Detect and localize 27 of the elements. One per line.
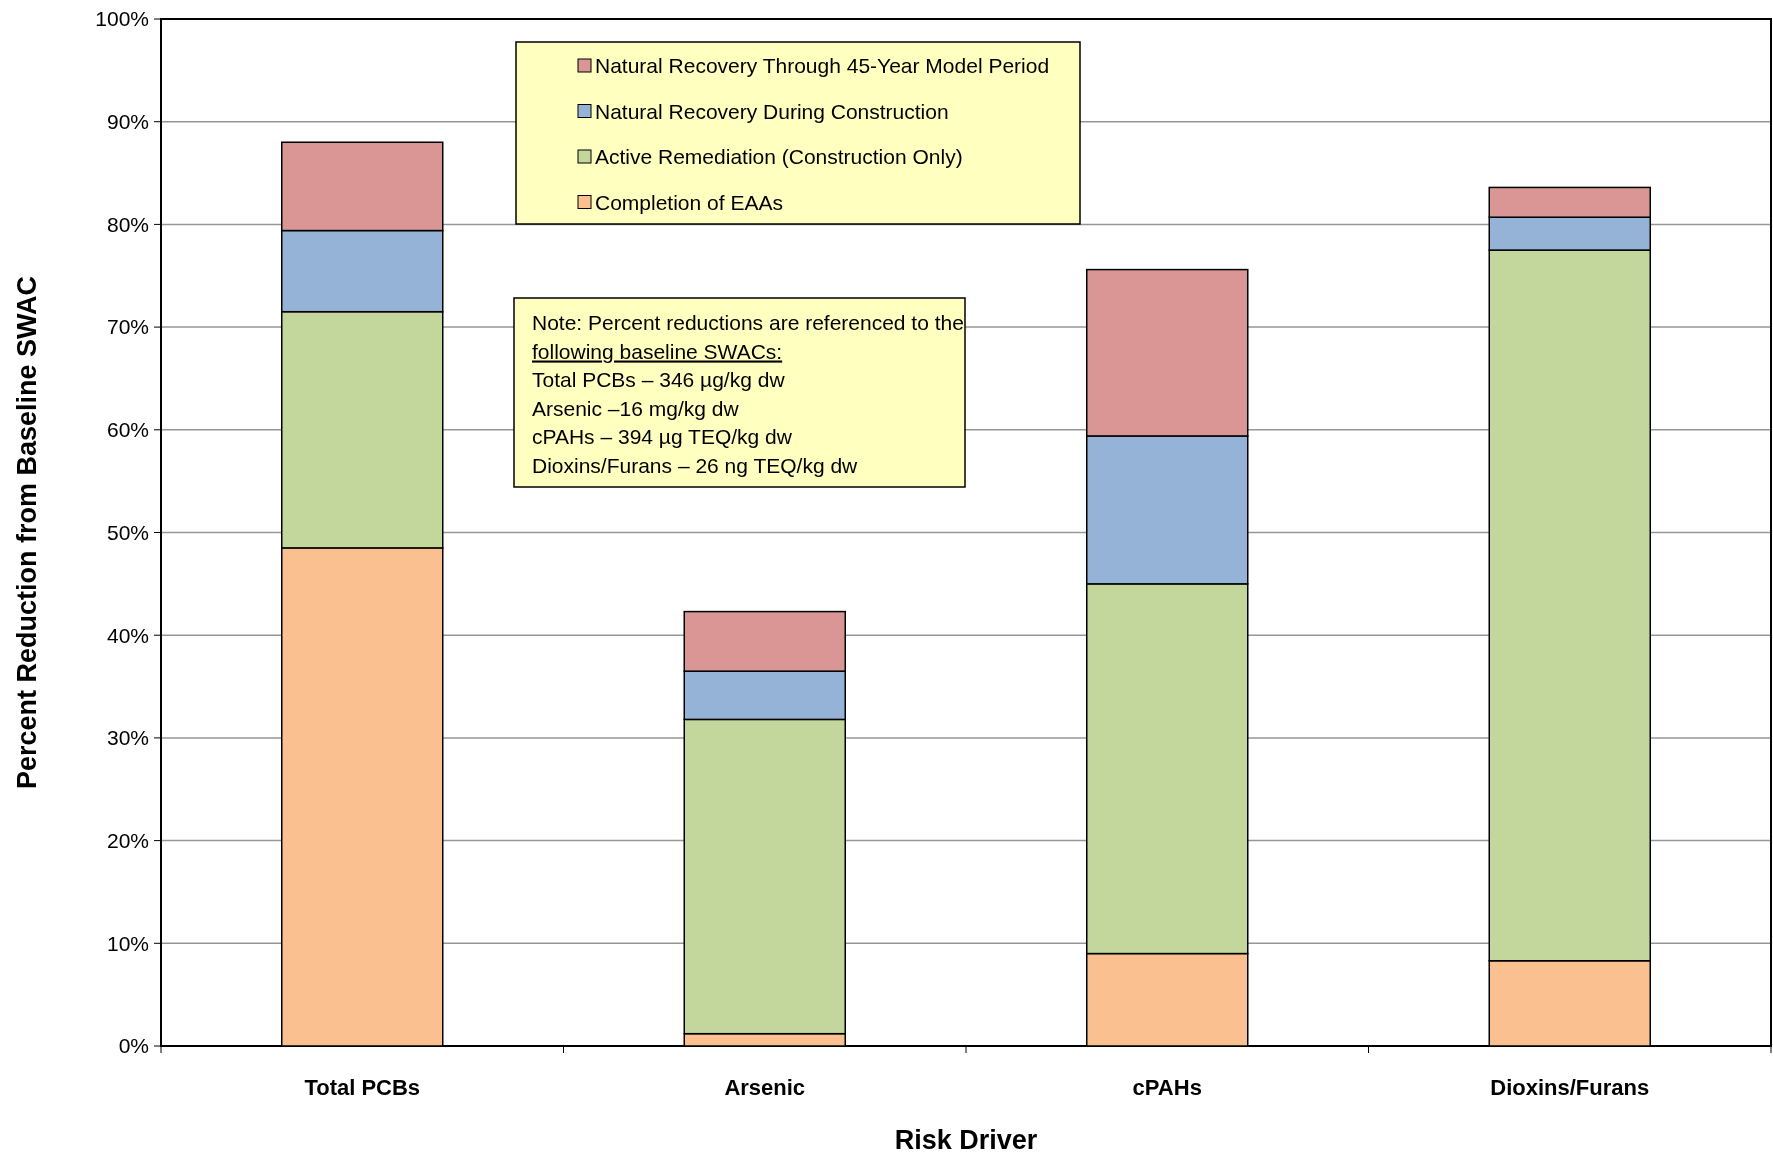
x-tick-label: cPAHs (1132, 1075, 1202, 1100)
y-tick-label: 70% (106, 315, 149, 339)
annotation: following baseline SWACs: (532, 339, 783, 363)
y-axis-title: Percent Reduction from Baseline SWAC (12, 275, 42, 790)
y-tick-label: 30% (106, 726, 149, 750)
x-tick-label: Arsenic (724, 1075, 806, 1100)
y-tick-label: 80% (106, 212, 149, 236)
x-axis-title: Risk Driver (894, 1125, 1038, 1155)
annotation: cPAHs – 394 µg TEQ/kg dw (532, 425, 793, 448)
y-tick-label: 90% (106, 110, 149, 134)
legend-label: Completion of EAAs (595, 190, 783, 214)
y-tick-label: 0% (118, 1034, 149, 1058)
y-tick-label: 50% (106, 520, 149, 544)
legend-label: Active Remediation (Construction Only) (595, 145, 963, 169)
legend-label: Natural Recovery During Construction (595, 99, 949, 123)
x-tick-label: Dioxins/Furans (1490, 1075, 1650, 1100)
y-tick-label: 60% (106, 418, 149, 442)
annotation: Arsenic –16 mg/kg dw (532, 396, 740, 420)
y-tick-label: 20% (106, 828, 149, 852)
annotation: Dioxins/Furans – 26 ng TEQ/kg dw (532, 453, 859, 477)
y-tick-label: 100% (95, 7, 149, 31)
y-tick-label: 10% (106, 931, 149, 955)
x-tick-label: Total PCBs (304, 1075, 421, 1100)
y-tick-label: 40% (106, 623, 149, 647)
annotation: Total PCBs – 346 µg/kg dw (532, 368, 786, 391)
legend-label: Natural Recovery Through 45-Year Model Period (595, 54, 1050, 78)
annotation: Note: Percent reductions are referenced to the (532, 311, 964, 334)
